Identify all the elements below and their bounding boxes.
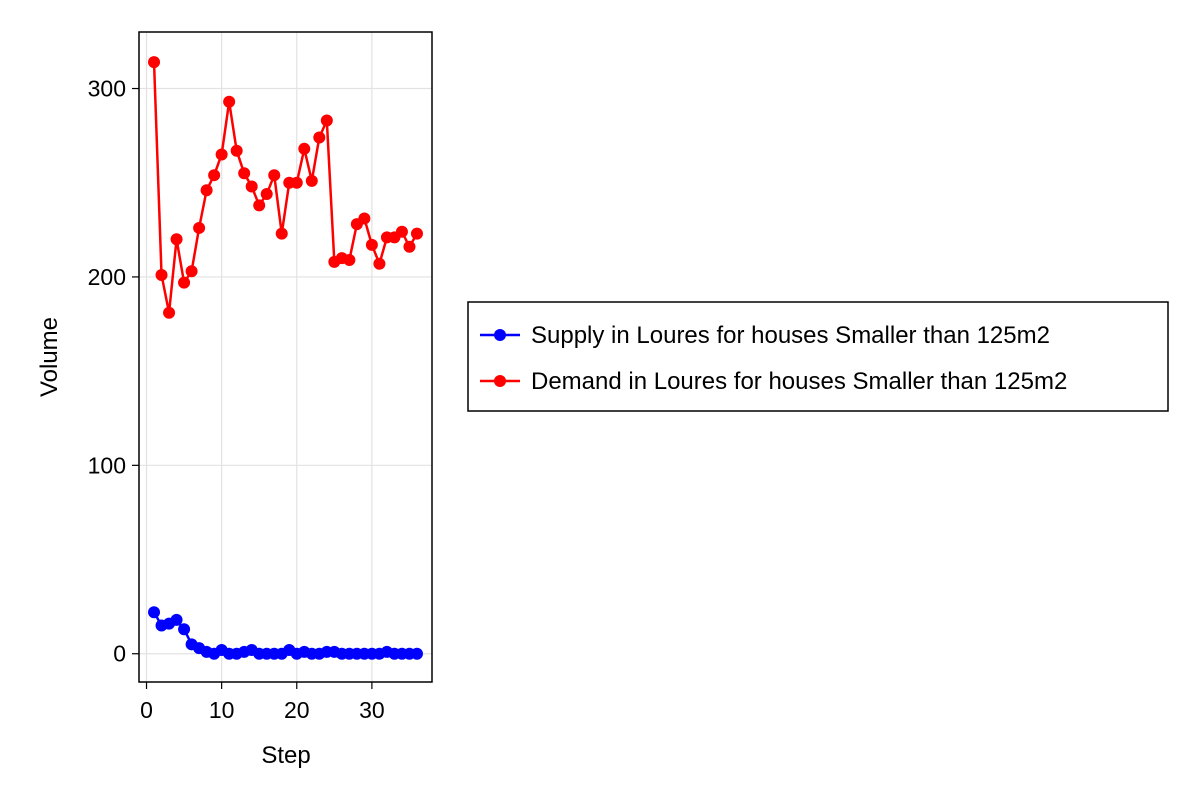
y-tick-label: 0 (113, 641, 126, 667)
demand-point (313, 131, 326, 144)
legend-supply-marker (494, 329, 506, 341)
demand-point (163, 306, 176, 319)
x-tick-label: 10 (209, 697, 235, 723)
y-axis: 0 100 200 300 (88, 76, 139, 667)
x-tick-label: 0 (140, 697, 153, 723)
legend: Supply in Loures for houses Smaller than… (467, 301, 1169, 412)
demand-point (365, 238, 378, 251)
legend-supply-label: Supply in Loures for houses Smaller than… (531, 322, 1050, 349)
demand-point (268, 169, 281, 182)
demand-point (320, 114, 333, 127)
x-tick-label: 20 (284, 697, 310, 723)
y-tick-label: 200 (88, 264, 126, 290)
x-axis-title: Step (261, 742, 310, 769)
grid (139, 32, 432, 682)
series-layer (148, 56, 423, 660)
y-axis-title: Volume (36, 317, 63, 397)
supply-point (170, 613, 183, 626)
demand-point (238, 167, 251, 180)
demand-point (208, 169, 221, 182)
series-supply (148, 606, 423, 660)
demand-point (230, 144, 243, 157)
legend-frame (467, 301, 1169, 412)
series-demand (148, 56, 423, 319)
demand-point (185, 265, 198, 278)
demand-point (410, 227, 423, 240)
y-tick-label: 100 (88, 452, 126, 478)
supply-point (410, 647, 423, 660)
demand-point (358, 212, 371, 225)
demand-point (223, 95, 236, 108)
demand-point (373, 257, 386, 270)
x-tick-label: 30 (359, 697, 385, 723)
demand-point (215, 148, 228, 161)
legend-demand-label: Demand in Loures for houses Smaller than… (531, 368, 1067, 395)
demand-point (178, 276, 191, 289)
demand-point (148, 56, 161, 69)
supply-point (178, 623, 191, 636)
supply-point (148, 606, 161, 619)
demand-point (200, 184, 213, 197)
demand-point (403, 240, 416, 253)
demand-point (305, 174, 318, 187)
demand-point (395, 225, 408, 238)
legend-demand-marker (494, 375, 506, 387)
demand-point (253, 199, 266, 212)
plot-frame (138, 31, 433, 683)
demand-point (155, 269, 168, 282)
x-axis: 0 10 20 30 (140, 682, 385, 723)
demand-point (275, 227, 288, 240)
demand-point (170, 233, 183, 246)
demand-point (260, 188, 273, 201)
demand-point (290, 176, 303, 189)
demand-point (343, 253, 356, 266)
demand-point (298, 142, 311, 155)
demand-point (193, 221, 206, 234)
y-tick-label: 300 (88, 76, 126, 102)
demand-point (245, 180, 258, 193)
